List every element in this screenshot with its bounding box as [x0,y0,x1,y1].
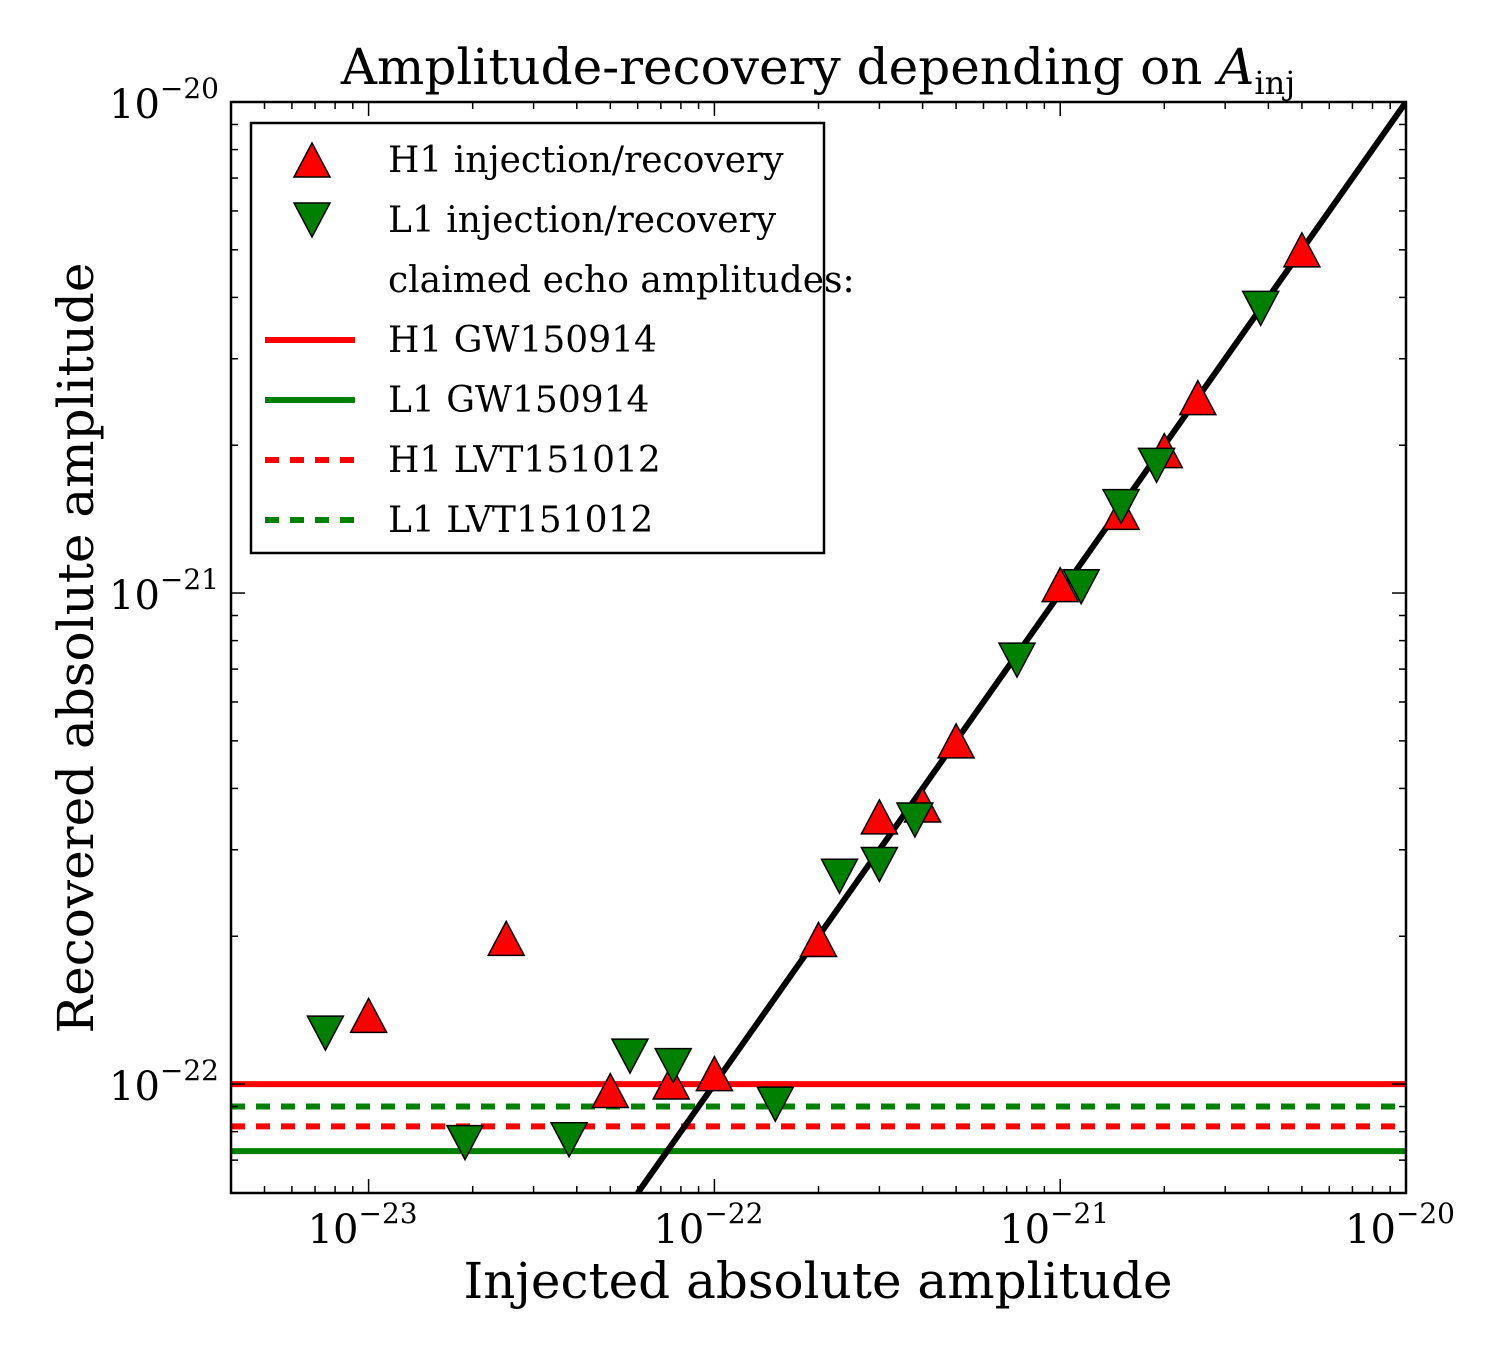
h1-marker-13 [1282,231,1322,268]
l1-marker-12 [1137,447,1176,484]
h1-marker-2 [591,1071,630,1109]
legend-label: L1 injection/recovery [388,200,777,241]
legend-label: L1 LVT151012 [388,500,653,541]
x-axis-label: Injected absolute amplitude [463,1252,1172,1310]
l1-marker-9 [997,642,1037,679]
x-tick-label: 10−20 [1345,1197,1455,1253]
h1-marker-3 [651,1063,691,1100]
y-tick-label: 10−20 [109,72,219,128]
x-tick-label: 10−22 [653,1197,763,1253]
l1-marker-13 [1241,290,1280,327]
x-tick-label: 10−21 [999,1197,1109,1253]
legend: H1 injection/recovery L1 injection/recove… [249,121,855,555]
l1-marker-8 [895,802,935,839]
y-axis: 10−22 10−21 10−20 [109,72,1406,1194]
h1-marker-8 [936,722,976,759]
x-tick-label: 10−23 [308,1197,418,1253]
h1-marker-1 [486,919,526,957]
h1-marker-0 [349,996,388,1034]
legend-label: L1 GW150914 [388,380,649,421]
h1-marker-6 [860,798,899,835]
y-axis-label: Recovered absolute amplitude [47,262,105,1033]
h1-marker-9 [1040,566,1080,603]
l1-marker-1 [445,1124,485,1162]
l1-marker-2 [549,1122,589,1159]
legend-header: claimed echo amplitudes: [388,260,855,301]
legend-label: H1 GW150914 [388,320,657,361]
l1-marker-6 [820,858,859,895]
h1-marker-12 [1178,379,1218,416]
legend-label: H1 injection/recovery [388,140,784,181]
l1-marker-11 [1101,488,1141,526]
legend-marker [292,202,332,239]
y-tick-label: 10−22 [109,1054,219,1110]
l1-marker-4 [653,1047,693,1085]
y-tick-label: 10−21 [109,563,219,619]
l1-marker-10 [1061,568,1101,606]
l1-marker-3 [610,1038,650,1075]
l1-marker-0 [306,1015,345,1052]
plot-area [231,102,1406,1193]
l1-marker-7 [860,846,899,884]
l1-marker-5 [756,1086,795,1123]
legend-marker [292,141,332,178]
x-axis: 10−23 10−22 10−21 10−20 [230,102,1455,1253]
h1-marker-5 [799,920,838,958]
legend-label: H1 LVT151012 [388,440,661,481]
chart-title: Amplitude-recovery depending on Ainj [340,38,1295,102]
h1-marker-4 [695,1055,734,1092]
